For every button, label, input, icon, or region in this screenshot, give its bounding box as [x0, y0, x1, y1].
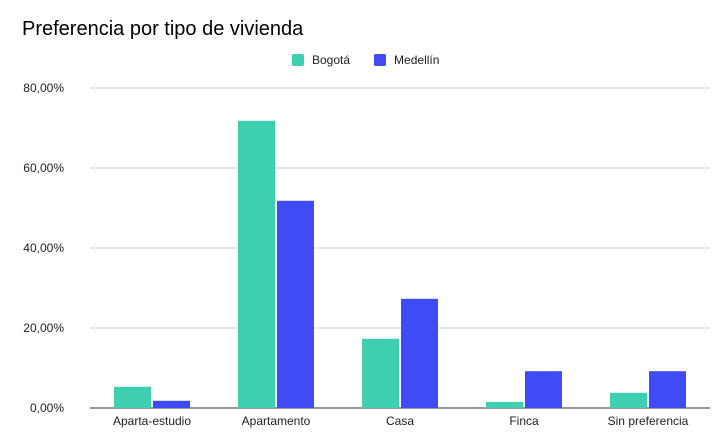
legend-item-medellin: Medellín: [374, 53, 439, 67]
bar-medellin-2: [401, 298, 438, 408]
legend-label-medellin: Medellín: [394, 53, 440, 67]
y-tick-label: 80,00%: [23, 81, 64, 95]
bar-bogota-3: [486, 402, 523, 408]
x-category-label: Sin preferencia: [608, 414, 689, 428]
bar-bogota-1: [238, 120, 275, 409]
bar-medellin-1: [277, 200, 314, 408]
x-category-label: Apartamento: [242, 414, 311, 428]
legend-swatch-bogota: [292, 54, 304, 66]
bar-bogota-4: [610, 392, 647, 408]
bar-medellin-4: [649, 371, 686, 408]
y-tick-label: 60,00%: [23, 161, 64, 175]
bar-bogota-2: [362, 338, 399, 408]
y-tick-label: 40,00%: [23, 241, 64, 255]
legend-swatch-medellin: [374, 54, 387, 66]
legend-label-bogota: Bogotá: [312, 53, 351, 67]
y-tick-label: 0,00%: [30, 401, 64, 415]
bar-medellin-3: [525, 371, 562, 408]
y-tick-label: 20,00%: [23, 321, 64, 335]
legend-item-bogota: Bogotá: [292, 53, 350, 67]
bar-medellin-0: [153, 400, 190, 408]
legend: Bogotá Medellín: [292, 53, 463, 67]
x-category-label: Aparta-estudio: [113, 414, 191, 428]
bar-bogota-0: [114, 386, 151, 408]
chart-title: Preferencia por tipo de vivienda: [22, 18, 304, 40]
x-category-label: Casa: [386, 414, 414, 428]
x-category-label: Finca: [509, 414, 539, 428]
